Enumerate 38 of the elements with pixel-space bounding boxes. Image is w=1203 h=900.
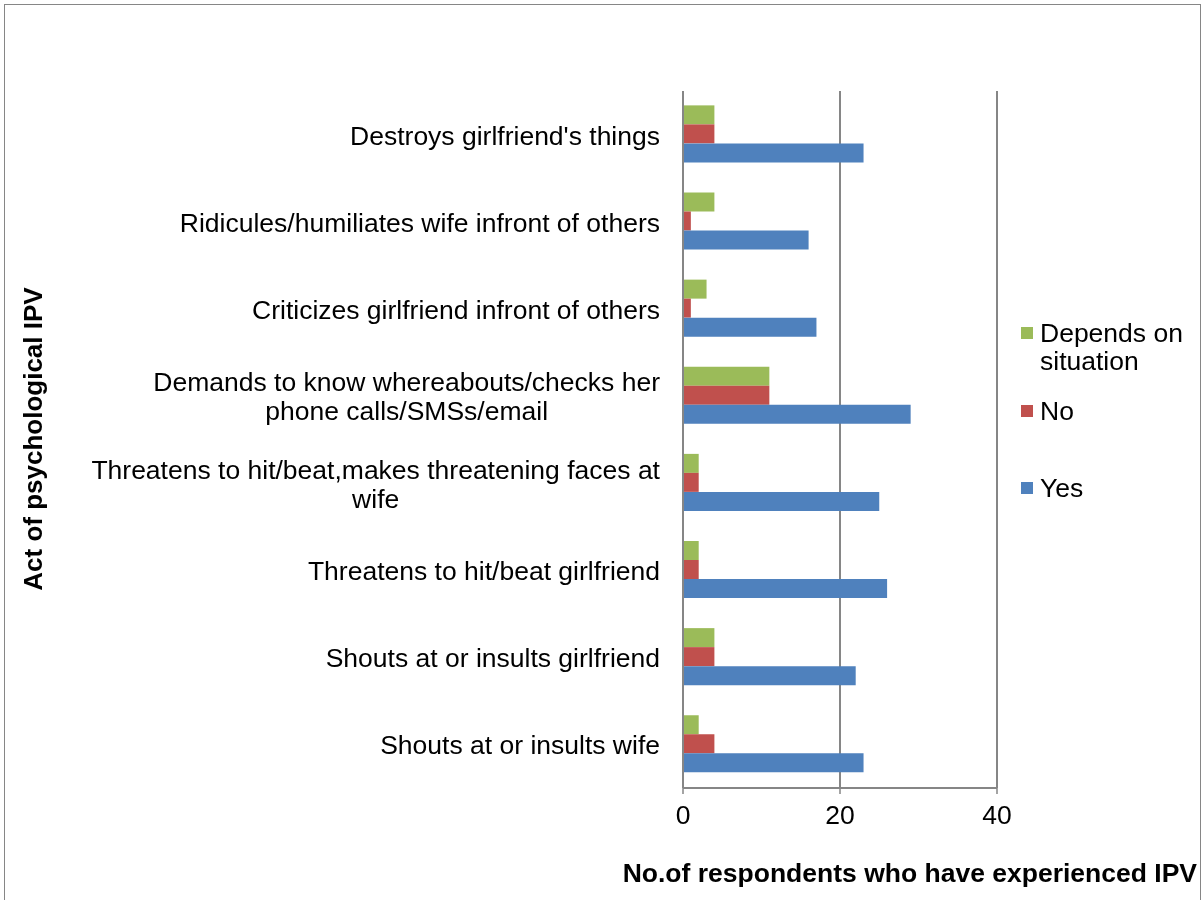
bar: [683, 143, 864, 163]
bar: [683, 230, 809, 250]
bar: [683, 124, 715, 144]
y-tick-label: Ridicules/humiliates wife infront of others: [179, 207, 661, 238]
bar: [683, 647, 715, 667]
bar: [683, 541, 699, 560]
bar: [683, 472, 699, 492]
y-tick-label: Threatens to hit/beat,makes threatening faces at wife: [91, 454, 661, 514]
bar: [683, 385, 770, 405]
y-axis-title: Act of psychological IPV: [18, 287, 48, 591]
y-tick-label: Threatens to hit/beat girlfriend: [307, 556, 660, 587]
bar: [683, 279, 707, 299]
bar: [683, 666, 856, 686]
bar: [683, 753, 864, 773]
y-tick-label: Shouts at or insults wife: [380, 730, 660, 761]
bar: [683, 734, 715, 754]
bar: [683, 366, 770, 386]
y-tick-label: Criticizes girlfriend infront of others: [252, 294, 661, 325]
bar: [683, 105, 715, 125]
legend-label: Depends on situation: [1040, 318, 1184, 376]
legend-label: Yes: [1040, 473, 1085, 503]
bar: [683, 491, 880, 511]
bar: [683, 192, 715, 212]
bar: [683, 579, 888, 598]
bar: [683, 317, 817, 337]
legend-label: No: [1040, 395, 1075, 426]
bar: [683, 404, 911, 424]
y-tick-label: Demands to know whereabouts/checks her phone calls/SMSs/email: [153, 367, 661, 427]
y-tick-label: Destroys girlfriend's things: [350, 120, 661, 151]
bar: [683, 560, 699, 579]
y-tick-label: Shouts at or insults girlfriend: [325, 643, 660, 674]
bar: [683, 453, 699, 473]
x-tick-label: 0: [675, 799, 691, 830]
x-tick-label: 40: [982, 799, 1012, 830]
bar: [683, 715, 699, 735]
x-tick-label: 20: [825, 799, 855, 830]
bar: [683, 628, 715, 648]
x-axis-title: No.of respondents who have experienced IPV: [622, 858, 1197, 888]
